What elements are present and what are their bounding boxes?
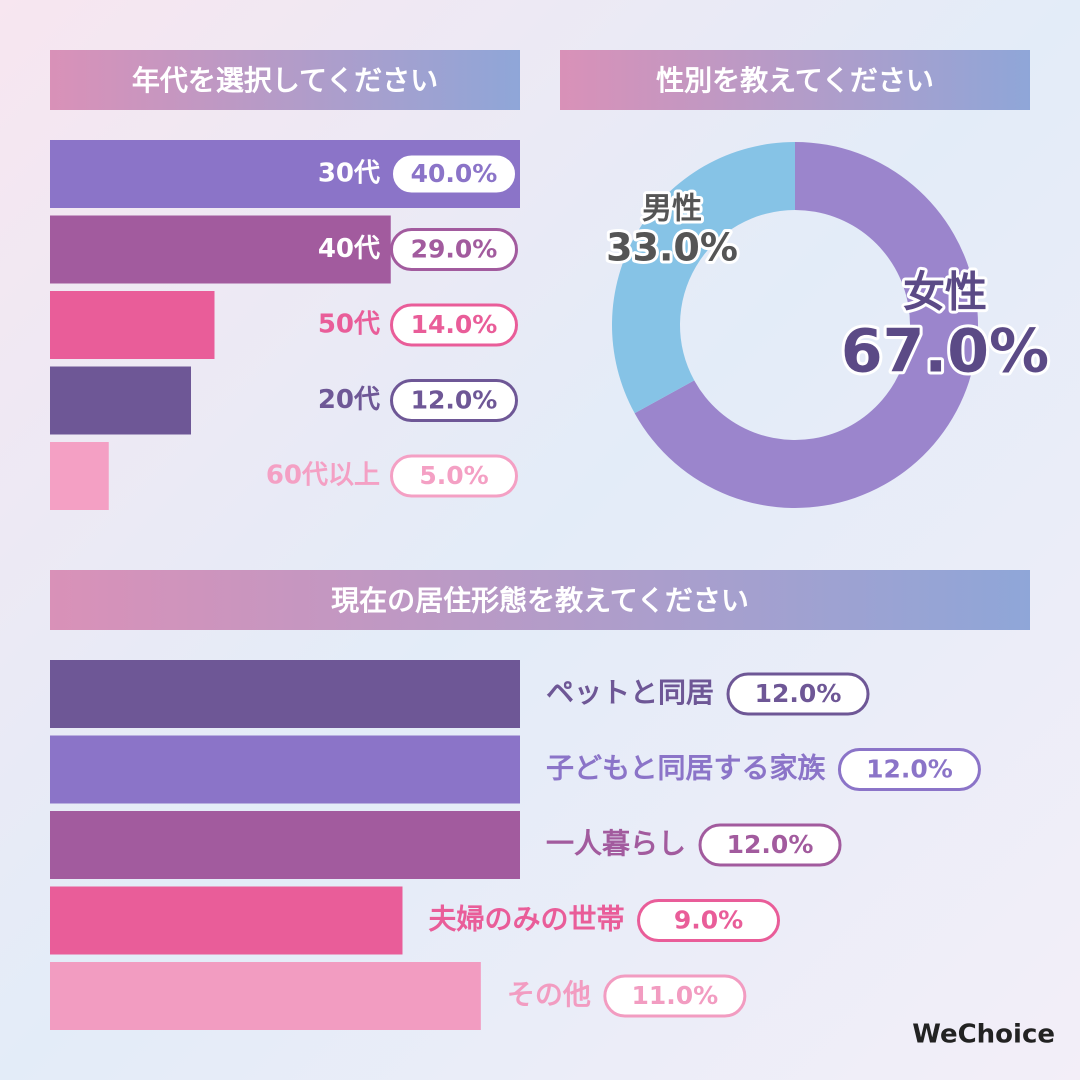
value-pill [637,899,781,942]
slice-category: 男性 [642,192,702,227]
value-label: 12.0% [411,386,498,415]
chart-title: 現在の居住形態を教えてください [331,584,749,617]
slice-category: 女性 [903,268,987,317]
bar [50,886,403,955]
value-label: 5.0% [419,461,488,490]
value-pill [726,672,870,716]
header-bar [50,570,1030,630]
slice-value: 33.0% [606,226,738,270]
category-label: 20代 [318,385,380,415]
bar [50,291,215,359]
value-pill [698,823,842,867]
value-label: 14.0% [411,310,498,339]
value-pill [390,379,518,422]
header-bar [50,50,520,110]
value-pill [390,152,518,196]
category-label: 50代 [318,310,380,340]
bar [50,735,520,804]
value-label: 11.0% [631,981,718,1010]
value-label: 12.0% [755,679,842,708]
value-label: 12.0% [866,755,953,784]
category-label: 子どもと同居する家族 [546,752,826,785]
category-label: 一人暮らし [546,827,686,860]
value-label: 12.0% [727,830,814,859]
chart-title: 性別を教えてください [656,64,934,97]
bar [50,811,520,879]
donut-slice [634,142,979,508]
slice-value: 67.0% [841,317,1049,387]
value-pill [837,748,981,791]
header-bar [560,50,1030,110]
value-pill [390,303,518,347]
value-label: 29.0% [411,235,498,264]
value-label: 40.0% [411,159,498,188]
category-label: 夫婦のみの世帯 [429,903,625,936]
category-label: その他 [507,978,591,1011]
bar [50,660,520,728]
chart-title: 年代を選択してください [132,64,438,97]
category-label: 60代以上 [266,461,380,491]
value-pill [603,974,747,1018]
bar [50,215,391,284]
bar [50,366,191,435]
brand: WeChoice [912,1020,1055,1050]
donut-slice [611,141,795,414]
category-label: 40代 [318,234,380,264]
category-label: 30代 [318,159,380,189]
value-pill [390,228,518,271]
value-label: 9.0% [674,906,743,935]
category-label: ペットと同居 [546,676,714,709]
bar [50,962,481,1030]
value-pill [390,454,518,498]
bar [50,442,109,510]
